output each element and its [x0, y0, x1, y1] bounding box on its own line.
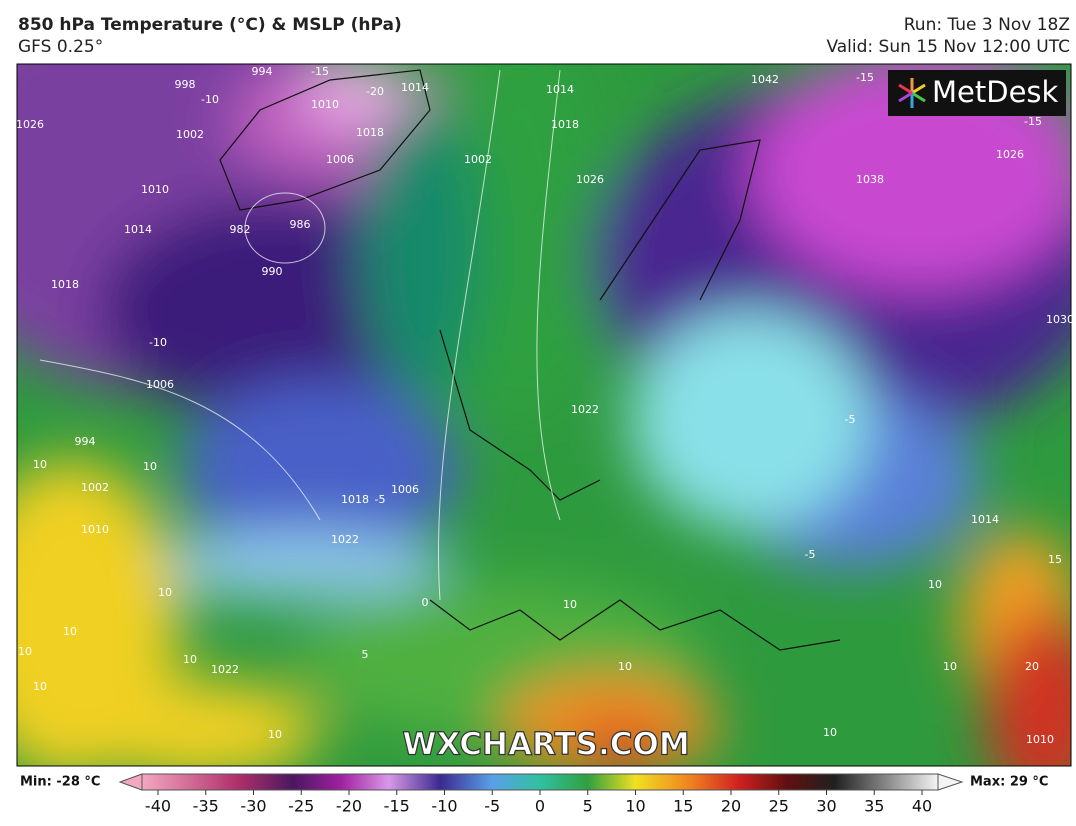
contour-label: 1002	[464, 153, 492, 166]
contour-label: 10	[18, 645, 32, 658]
contour-label: 5	[362, 648, 369, 661]
contour-label: 1010	[311, 98, 339, 111]
map-frame	[16, 63, 1072, 767]
contour-label: 1010	[1026, 733, 1054, 746]
contour-label: 1018	[341, 493, 369, 506]
contour-label: 986	[290, 218, 311, 231]
contour-label: 1006	[326, 153, 354, 166]
contour-label: 1026	[996, 148, 1024, 161]
contour-label: 1042	[751, 73, 779, 86]
watermark: WXCHARTS.COM	[402, 727, 689, 763]
logo-box	[888, 70, 1066, 116]
contour-label: 1026	[16, 118, 44, 131]
contour-label: -5	[375, 493, 386, 506]
contour-label: 994	[252, 65, 273, 78]
colorbar-tick-label: 5	[583, 797, 593, 816]
colorbar-max-arrow	[937, 773, 964, 791]
contour-label: 1014	[124, 223, 152, 236]
contour-label: -10	[201, 93, 219, 106]
valid-time: Valid: Sun 15 Nov 12:00 UTC	[826, 37, 1070, 57]
contour-label: 1006	[391, 483, 419, 496]
contour-label: 1022	[211, 663, 239, 676]
colorbar-tick-label: 30	[816, 797, 836, 816]
colorbar-tick-label: 15	[673, 797, 693, 816]
contour-label: 1010	[141, 183, 169, 196]
max-label: Max: 29 °C	[970, 775, 1048, 790]
contour-label: 1022	[331, 533, 359, 546]
colorbar-tick-label: -35	[193, 797, 219, 816]
contour-label: -5	[845, 413, 856, 426]
colorbar-tick-label: 40	[912, 797, 932, 816]
contour-label: 1030	[1046, 313, 1074, 326]
contour-label: 982	[230, 223, 251, 236]
contour-label: -20	[366, 85, 384, 98]
colorbar-tick-label: -15	[384, 797, 410, 816]
min-label: Min: -28 °C	[20, 775, 100, 790]
contour-label: 15	[1048, 553, 1062, 566]
subtitle: GFS 0.25°	[18, 37, 103, 57]
contour-label: 10	[33, 458, 47, 471]
colorbar-tick-label: 10	[625, 797, 645, 816]
contour-label: 10	[158, 586, 172, 599]
colorbar-tick-label: 0	[535, 797, 545, 816]
contour-label: 10	[183, 653, 197, 666]
contour-label: 998	[175, 78, 196, 91]
colorbar-min-arrow	[118, 773, 143, 791]
contour-label: 1022	[571, 403, 599, 416]
contour-label: 10	[943, 660, 957, 673]
colorbar-tick-label: -40	[145, 797, 171, 816]
contour-label: 10	[268, 728, 282, 741]
contour-label: 1014	[401, 81, 429, 94]
run-time: Run: Tue 3 Nov 18Z	[904, 15, 1070, 35]
contour-label: 10	[63, 625, 77, 638]
colorbar-tick-label: 20	[721, 797, 741, 816]
contour-label: 10	[33, 680, 47, 693]
contour-label: -15	[1024, 115, 1042, 128]
contour-label: 10	[928, 578, 942, 591]
contour-label: 1014	[971, 513, 999, 526]
contour-label: 990	[262, 265, 283, 278]
contour-label: 1002	[176, 128, 204, 141]
colorbar-tick-label: -30	[240, 797, 266, 816]
contour-label: 1038	[856, 173, 884, 186]
contour-label: 1018	[51, 278, 79, 291]
colorbar-tick-label: -25	[288, 797, 314, 816]
contour-label: 10	[823, 726, 837, 739]
colorbar-tick-label: 25	[769, 797, 789, 816]
contour-label: -10	[149, 336, 167, 349]
contour-label: 10	[563, 598, 577, 611]
contour-label: -15	[856, 71, 874, 84]
colorbar	[141, 773, 939, 791]
contour-label: 1006	[146, 378, 174, 391]
colorbar-tick-label: -10	[431, 797, 457, 816]
contour-label: 1010	[81, 523, 109, 536]
contour-label: 1018	[356, 126, 384, 139]
colorbar-tick-label: -20	[336, 797, 362, 816]
contour-label: 10	[143, 460, 157, 473]
contour-label: 10	[618, 660, 632, 673]
title: 850 hPa Temperature (°C) & MSLP (hPa)	[18, 15, 402, 35]
contour-label: 1014	[546, 83, 574, 96]
contour-label: -15	[311, 65, 329, 78]
contour-label: -5	[805, 548, 816, 561]
logo-text: MetDesk	[932, 75, 1059, 109]
contour-label: 1002	[81, 481, 109, 494]
contour-label: 1018	[551, 118, 579, 131]
logo-icon	[898, 78, 926, 108]
colorbar-tick-label: 35	[864, 797, 884, 816]
colorbar-tick-label: -5	[484, 797, 500, 816]
contour-label: 0	[422, 596, 429, 609]
contour-label: 1026	[576, 173, 604, 186]
contour-label: 20	[1025, 660, 1039, 673]
contour-label: 994	[75, 435, 96, 448]
